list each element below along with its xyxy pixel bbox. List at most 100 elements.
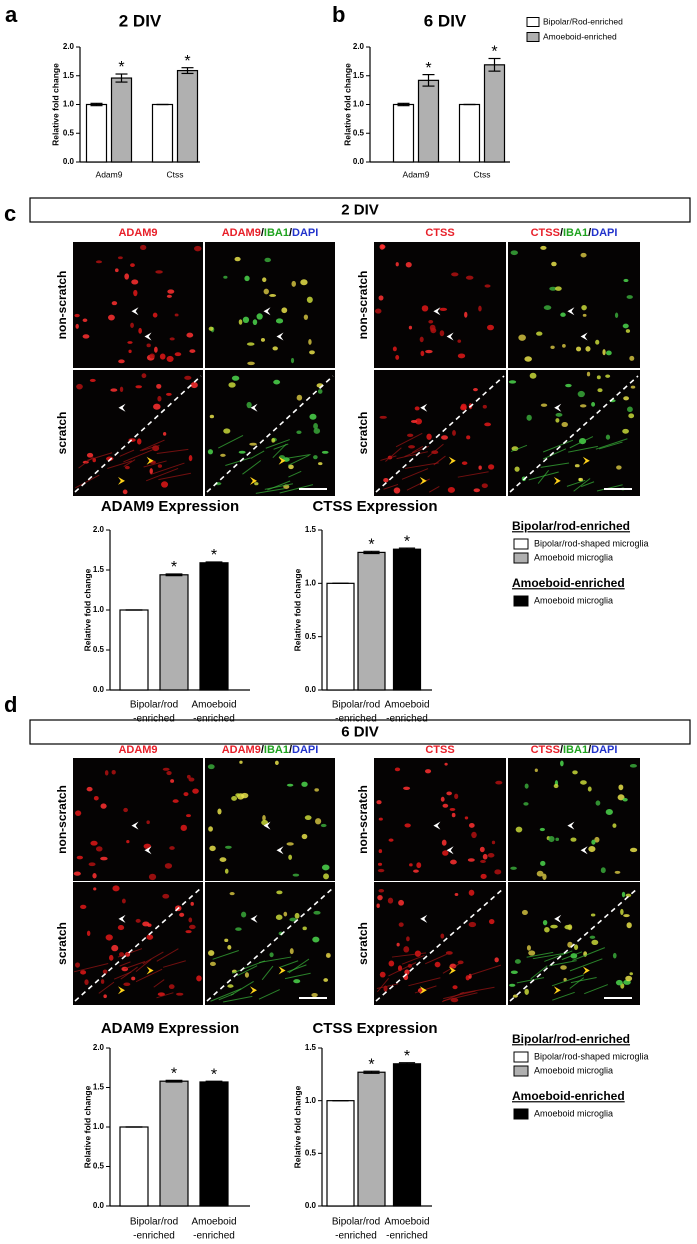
column-label-part: ADAM9 bbox=[222, 227, 261, 239]
scratch-edge bbox=[375, 887, 505, 1002]
cell-process bbox=[264, 483, 294, 490]
cell bbox=[179, 912, 185, 917]
cell bbox=[573, 944, 579, 950]
cell bbox=[409, 863, 413, 867]
cell bbox=[104, 770, 109, 776]
micrograph bbox=[73, 758, 203, 881]
cell-process bbox=[156, 948, 179, 962]
column-label-part: CTSS bbox=[531, 227, 560, 239]
cell-process bbox=[584, 984, 608, 995]
cell-process bbox=[552, 991, 575, 1001]
arrowhead bbox=[448, 966, 456, 975]
cell bbox=[595, 339, 600, 345]
cell bbox=[388, 960, 395, 967]
cell bbox=[122, 489, 128, 495]
cell bbox=[105, 934, 113, 941]
cell bbox=[146, 343, 151, 348]
cell-process bbox=[153, 979, 165, 988]
cell-process bbox=[408, 977, 441, 987]
significance-marker: * bbox=[425, 60, 431, 77]
cell bbox=[302, 926, 307, 931]
cell bbox=[600, 867, 606, 874]
cell bbox=[123, 982, 131, 987]
cell bbox=[421, 305, 429, 312]
x-tick-label: -enriched bbox=[335, 1231, 377, 1242]
column-label-part: DAPI bbox=[292, 227, 318, 239]
cell bbox=[449, 963, 457, 969]
bar bbox=[85, 103, 108, 163]
arrowhead bbox=[144, 332, 152, 341]
cell bbox=[234, 256, 241, 262]
cell bbox=[589, 935, 596, 939]
cell bbox=[379, 971, 386, 978]
column-label-part: / bbox=[588, 744, 591, 756]
cell bbox=[565, 383, 572, 388]
cell bbox=[112, 885, 120, 892]
cell bbox=[153, 403, 161, 410]
y-tick-label: 2.0 bbox=[63, 42, 75, 51]
column-label: ADAM9/IBA1/DAPI bbox=[222, 227, 319, 239]
cell-process bbox=[287, 454, 310, 466]
y-tick-label: 0.5 bbox=[93, 1162, 105, 1171]
cell bbox=[111, 944, 119, 952]
cell bbox=[95, 260, 103, 264]
cell bbox=[317, 389, 323, 394]
cell bbox=[621, 891, 626, 898]
cell bbox=[392, 346, 397, 352]
y-tick-label: 1.5 bbox=[93, 565, 105, 574]
cell-process bbox=[117, 948, 143, 958]
cell-process bbox=[212, 950, 239, 960]
scratch-edge bbox=[509, 887, 639, 1002]
cell bbox=[238, 319, 243, 325]
chart-title: 2 DIV bbox=[119, 11, 162, 30]
cell bbox=[76, 855, 84, 860]
row-label: non-scratch bbox=[55, 271, 69, 340]
y-tick-label: 2.0 bbox=[93, 1043, 105, 1052]
cell bbox=[395, 355, 400, 360]
cell bbox=[301, 781, 308, 787]
cell bbox=[217, 808, 222, 815]
cell bbox=[629, 847, 638, 853]
cell bbox=[626, 295, 633, 299]
cell bbox=[155, 270, 163, 274]
cell bbox=[170, 779, 175, 783]
row-label: non-scratch bbox=[356, 271, 370, 340]
cell bbox=[136, 438, 142, 445]
cell bbox=[528, 950, 536, 956]
cell bbox=[618, 784, 624, 791]
cell-process bbox=[569, 958, 603, 972]
cell bbox=[378, 295, 384, 301]
cell-process bbox=[218, 993, 235, 1001]
panel-letter: b bbox=[332, 2, 345, 27]
cell bbox=[238, 450, 246, 454]
cell-process bbox=[156, 448, 189, 455]
cell bbox=[570, 837, 577, 842]
legend-group-title: Bipolar/rod-enriched bbox=[512, 1032, 630, 1046]
error-bar bbox=[115, 73, 128, 83]
cell-process bbox=[135, 968, 163, 983]
column-label-part: / bbox=[261, 227, 264, 239]
cell bbox=[452, 430, 456, 436]
cell bbox=[301, 833, 308, 840]
chart-title: 6 DIV bbox=[424, 11, 467, 30]
cell bbox=[542, 873, 547, 880]
cell-process bbox=[250, 450, 265, 459]
cell bbox=[439, 330, 445, 337]
legend-swatch bbox=[526, 17, 540, 27]
cell-process bbox=[598, 441, 623, 450]
cell bbox=[102, 969, 108, 975]
cell bbox=[442, 850, 449, 856]
cell bbox=[377, 894, 383, 901]
cell bbox=[625, 893, 632, 898]
y-tick-label: 0.5 bbox=[353, 128, 365, 137]
significance-marker: * bbox=[211, 1066, 217, 1083]
y-tick-label: 0.5 bbox=[305, 632, 317, 641]
cell bbox=[606, 350, 612, 356]
cell bbox=[244, 275, 250, 282]
cell bbox=[276, 890, 283, 895]
cell-process bbox=[98, 981, 115, 994]
cell bbox=[162, 893, 170, 899]
cell-process bbox=[561, 951, 583, 961]
header-title: 2 DIV bbox=[341, 201, 379, 218]
